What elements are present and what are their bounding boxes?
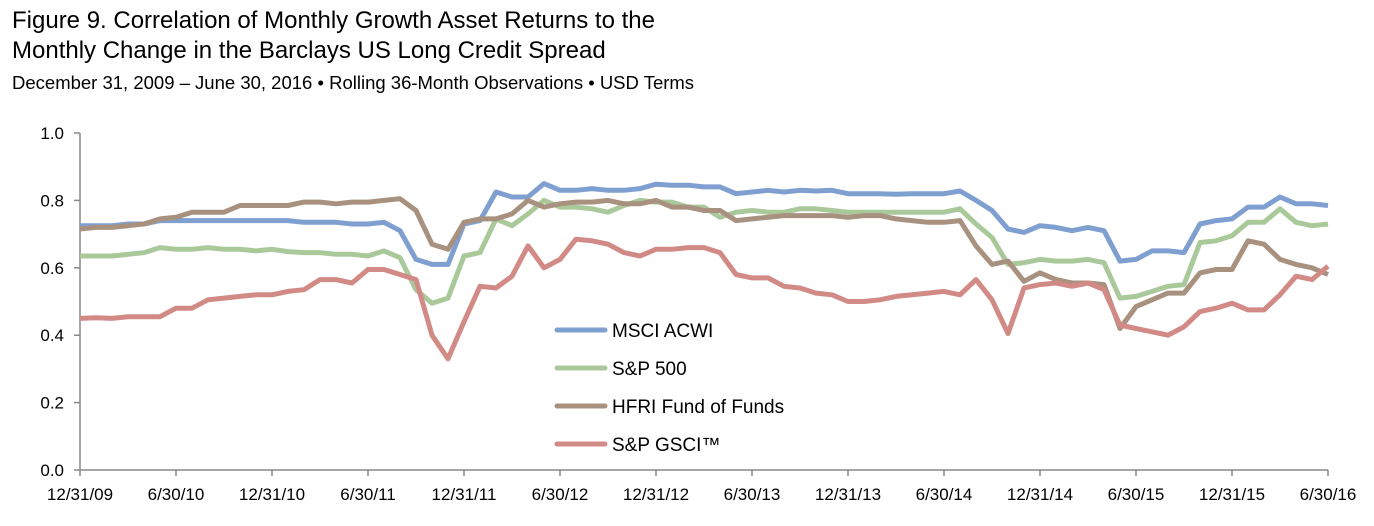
- y-tick-label: 0.6: [40, 259, 64, 278]
- series-line-3: [79, 236, 1330, 362]
- y-tick-label: 0.4: [40, 326, 64, 345]
- legend-label: S&P GSCI™: [612, 435, 720, 456]
- chart-title-line-2: Monthly Change in the Barclays US Long C…: [12, 37, 606, 64]
- chart-subtitle: December 31, 2009 – June 30, 2016 • Roll…: [12, 72, 695, 93]
- x-tick-label: 12/31/12: [623, 485, 689, 504]
- x-tick-label: 12/31/15: [1199, 485, 1265, 504]
- legend-label: S&P 500: [612, 359, 687, 380]
- x-tick-label: 6/30/10: [148, 485, 205, 504]
- y-tick-label: 0.8: [40, 191, 64, 210]
- x-tick-label: 6/30/12: [532, 485, 589, 504]
- legend-label: MSCI ACWI: [612, 321, 713, 342]
- y-tick-label: 0.0: [40, 461, 64, 480]
- chart-title-line-1: Figure 9. Correlation of Monthly Growth …: [12, 7, 655, 34]
- legend-label: HFRI Fund of Funds: [612, 397, 784, 418]
- x-tick-label: 6/30/15: [1108, 485, 1165, 504]
- x-tick-label: 12/31/11: [432, 485, 497, 504]
- y-tick-label: 1.0: [40, 124, 64, 143]
- series-line-1: [80, 197, 1329, 306]
- x-tick-label: 6/30/11: [340, 485, 395, 504]
- x-tick-label: 12/31/10: [239, 485, 305, 504]
- x-tick-label: 6/30/14: [916, 485, 973, 504]
- chart-title: Figure 9. Correlation of Monthly Growth …: [12, 6, 655, 66]
- x-tick-label: 6/30/13: [724, 485, 781, 504]
- y-tick-label: 0.2: [40, 394, 64, 413]
- x-tick-label: 12/31/13: [815, 485, 881, 504]
- series-line-2: [79, 196, 1329, 331]
- x-tick-label: 12/31/14: [1007, 485, 1073, 504]
- x-tick-label: 6/30/16: [1300, 485, 1357, 504]
- x-tick-label: 12/31/09: [47, 485, 113, 504]
- series-line-0: [80, 181, 1329, 267]
